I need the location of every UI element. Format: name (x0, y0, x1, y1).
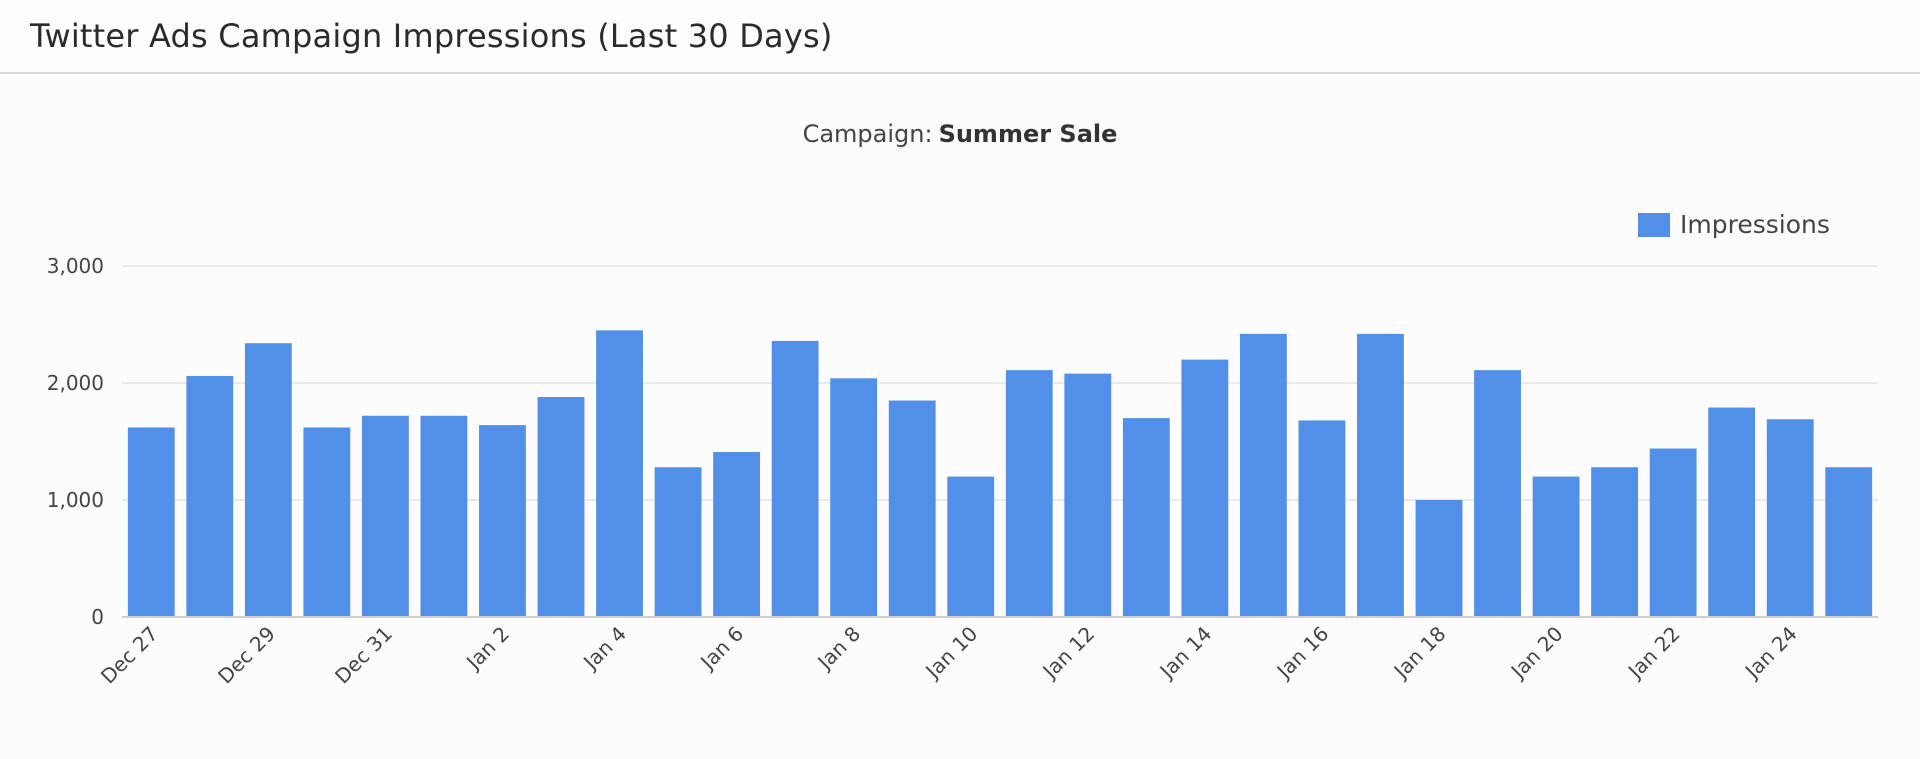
bar[interactable] (1298, 420, 1346, 617)
y-tick-label: 0 (91, 605, 104, 629)
bar[interactable] (1708, 407, 1756, 617)
bar[interactable] (303, 427, 351, 617)
x-tick-label: Jan 16 (1271, 622, 1334, 685)
y-tick-label: 3,000 (47, 254, 104, 278)
bar[interactable] (654, 467, 702, 617)
legend-swatch-impressions (1638, 212, 1670, 237)
bar[interactable] (244, 343, 292, 617)
bar[interactable] (361, 415, 409, 617)
bar[interactable] (830, 378, 878, 617)
campaign-subtitle: Campaign: Summer Sale (0, 120, 1920, 148)
bar[interactable] (1474, 370, 1521, 617)
x-tick-label: Jan 14 (1154, 622, 1217, 685)
bar[interactable] (771, 340, 819, 617)
y-tick-label: 1,000 (47, 488, 104, 512)
bar[interactable] (1591, 467, 1639, 617)
bar[interactable] (1064, 373, 1112, 617)
x-tick-label: Dec 29 (213, 622, 280, 689)
x-tick-label: Jan 10 (920, 622, 983, 685)
widget-header: Twitter Ads Campaign Impressions (Last 3… (0, 0, 1920, 74)
campaign-label: Campaign: (802, 120, 933, 148)
y-tick-label: 2,000 (47, 371, 104, 395)
bar[interactable] (420, 415, 468, 617)
x-tick-label: Jan 24 (1739, 622, 1802, 685)
bar[interactable] (537, 397, 585, 617)
bar[interactable] (186, 375, 234, 617)
x-tick-label: Jan 4 (577, 622, 631, 676)
bar[interactable] (947, 476, 995, 617)
bar[interactable] (1005, 370, 1053, 617)
bar[interactable] (1766, 419, 1814, 617)
bar[interactable] (1357, 333, 1404, 617)
bar[interactable] (1181, 359, 1229, 617)
bar[interactable] (479, 425, 526, 617)
bar[interactable] (1415, 500, 1463, 617)
x-tick-label: Jan 22 (1622, 622, 1685, 685)
x-tick-label: Jan 20 (1505, 622, 1568, 685)
bar[interactable] (888, 400, 936, 617)
chart-legend[interactable]: Impressions (1638, 210, 1830, 239)
bar[interactable] (1825, 467, 1873, 617)
x-tick-label: Dec 31 (330, 622, 397, 689)
x-tick-label: Jan 8 (812, 622, 866, 676)
bar[interactable] (127, 427, 175, 617)
widget-title: Twitter Ads Campaign Impressions (Last 3… (30, 17, 833, 55)
legend-label-impressions: Impressions (1680, 210, 1830, 239)
x-tick-label: Jan 6 (694, 622, 748, 676)
bar[interactable] (713, 452, 761, 617)
campaign-value: Summer Sale (938, 120, 1118, 148)
x-tick-label: Jan 12 (1037, 622, 1100, 685)
x-tick-label: Jan 2 (460, 622, 514, 676)
bar[interactable] (1532, 476, 1580, 617)
bar[interactable] (596, 330, 643, 617)
x-tick-label: Jan 18 (1388, 622, 1451, 685)
x-tick-label: Dec 27 (96, 622, 163, 689)
bar[interactable] (1239, 333, 1287, 617)
bar[interactable] (1649, 448, 1697, 617)
bar[interactable] (1122, 418, 1170, 617)
